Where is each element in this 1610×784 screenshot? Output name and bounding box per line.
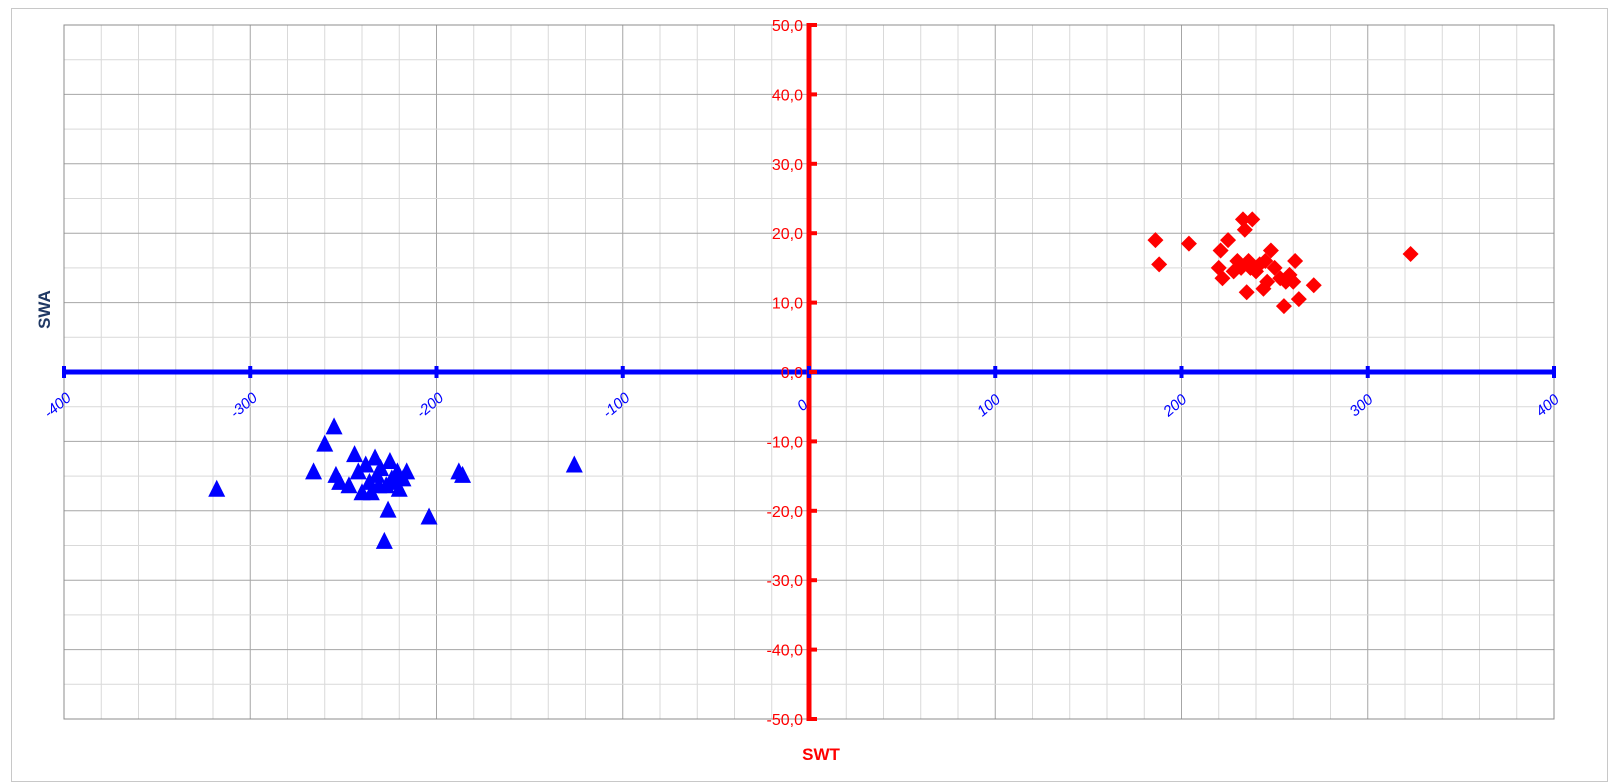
diamond-point bbox=[1290, 291, 1307, 308]
x-axis-title: SWT bbox=[802, 745, 840, 764]
diamond-point bbox=[1244, 211, 1261, 228]
triangle-point bbox=[398, 462, 416, 480]
diamond-point bbox=[1147, 232, 1164, 249]
diamond-point bbox=[1214, 270, 1231, 287]
y-tick-label: -40,0 bbox=[767, 643, 804, 660]
triangle-point bbox=[366, 448, 384, 466]
triangle-point bbox=[331, 472, 349, 490]
triangle-point bbox=[316, 434, 334, 452]
x-tick-label: 300 bbox=[1346, 391, 1377, 421]
diamond-point bbox=[1234, 211, 1251, 228]
triangle-point bbox=[346, 445, 364, 463]
y-tick-label: 50,0 bbox=[772, 18, 803, 35]
triangle-point bbox=[208, 479, 226, 497]
x-tick-label: -100 bbox=[599, 389, 633, 422]
y-tick-label: 40,0 bbox=[772, 87, 803, 104]
triangle-point bbox=[325, 417, 343, 435]
triangle-point bbox=[381, 452, 399, 470]
y-tick-label: 0,0 bbox=[781, 365, 803, 382]
y-tick-label: -30,0 bbox=[767, 573, 804, 590]
diamond-point bbox=[1151, 256, 1168, 273]
triangle-point bbox=[340, 476, 358, 494]
x-tick-label: -400 bbox=[41, 389, 75, 422]
y-tick-label: 10,0 bbox=[772, 296, 803, 313]
diamond-point bbox=[1236, 221, 1253, 238]
y-tick-label: -50,0 bbox=[767, 712, 804, 729]
diamond-point bbox=[1259, 273, 1276, 290]
data-points bbox=[208, 211, 1419, 549]
diamond-point bbox=[1257, 252, 1274, 269]
diamond-point bbox=[1275, 298, 1292, 315]
triangle-point bbox=[372, 458, 390, 476]
y-tick-label: 30,0 bbox=[772, 157, 803, 174]
diamond-point bbox=[1220, 232, 1237, 249]
triangle-point bbox=[375, 531, 393, 549]
x-tick-label: 200 bbox=[1159, 391, 1190, 421]
diamond-point bbox=[1238, 284, 1255, 301]
x-tick-label: -300 bbox=[227, 389, 261, 422]
triangle-point bbox=[379, 500, 397, 518]
axes bbox=[62, 23, 1556, 721]
diamond-point bbox=[1402, 246, 1419, 263]
triangle-point bbox=[305, 462, 323, 480]
y-tick-label: -10,0 bbox=[767, 434, 804, 451]
diamond-point bbox=[1285, 273, 1302, 290]
diamond-point bbox=[1212, 242, 1229, 259]
x-tick-label: -200 bbox=[413, 389, 447, 422]
y-tick-label: 20,0 bbox=[772, 226, 803, 243]
y-axis-title: SWA bbox=[35, 290, 54, 329]
triangle-point bbox=[565, 455, 583, 473]
x-tick-label: 100 bbox=[974, 391, 1005, 421]
diamond-point bbox=[1305, 277, 1322, 294]
x-tick-label: 400 bbox=[1533, 391, 1564, 421]
diamond-point bbox=[1180, 235, 1197, 252]
y-tick-label: -20,0 bbox=[767, 504, 804, 521]
triangle-point bbox=[390, 479, 408, 497]
diamond-point bbox=[1287, 252, 1304, 269]
triangle-point bbox=[357, 455, 375, 473]
triangle-point bbox=[420, 507, 438, 525]
triangle-point bbox=[454, 465, 472, 483]
diamond-point bbox=[1262, 242, 1279, 259]
